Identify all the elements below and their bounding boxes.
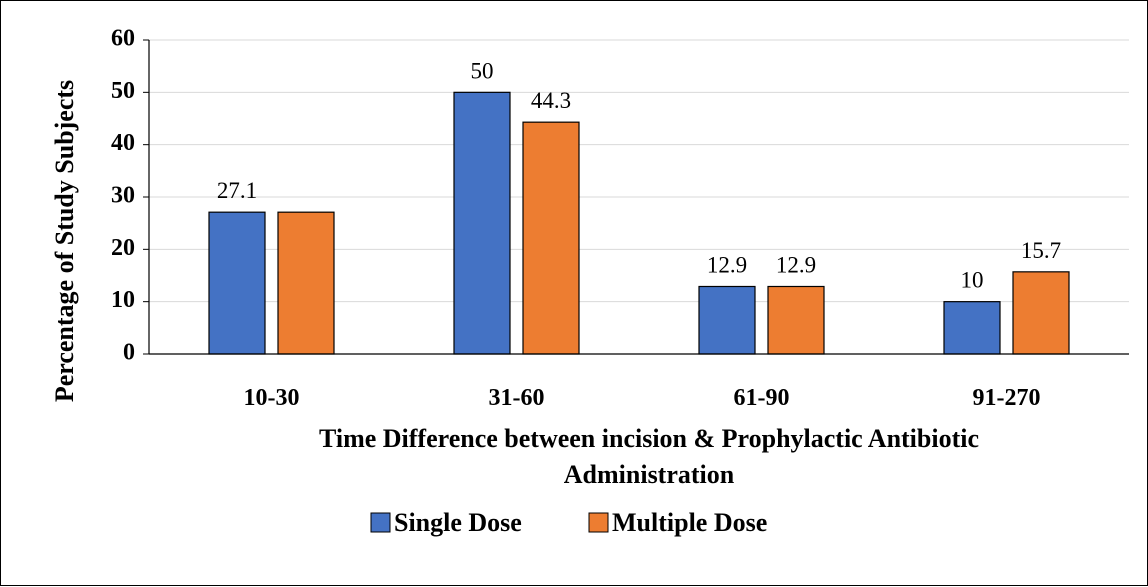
data-label-single-dose: 10 — [961, 268, 984, 293]
data-labels: 27.1 50 44.3 12.9 12.9 10 15.7 — [217, 58, 1061, 292]
y-axis-title: Percentage of Study Subjects — [50, 80, 79, 402]
y-tick-label: 40 — [111, 130, 135, 156]
data-label-single-dose: 12.9 — [707, 252, 747, 277]
bar-multiple-dose — [767, 285, 825, 355]
y-tick-label: 0 — [123, 340, 135, 366]
data-label-single-dose: 27.1 — [217, 178, 257, 203]
x-tick-label: 61-90 — [734, 385, 790, 411]
x-tick-label: 10-30 — [244, 385, 300, 411]
x-tick-label: 91-270 — [973, 385, 1041, 411]
x-tick-label: 31-60 — [489, 385, 545, 411]
legend-swatch-single-dose — [370, 512, 391, 533]
x-axis-title-line-1: Time Difference between incision & Proph… — [319, 424, 979, 453]
bar-single-dose — [943, 301, 1001, 355]
bar-multiple-dose — [522, 121, 580, 355]
legend-label-single-dose: Single Dose — [394, 508, 522, 537]
y-tick-label: 10 — [111, 287, 135, 313]
bar-single-dose — [208, 211, 266, 355]
y-tick-label: 60 — [111, 26, 135, 52]
axes — [148, 40, 1129, 355]
bars — [208, 91, 1070, 355]
data-label-multiple-dose: 15.7 — [1021, 238, 1061, 263]
bar-multiple-dose — [277, 211, 335, 355]
bar-single-dose — [698, 285, 756, 355]
x-axis-title-line-2: Administration — [564, 460, 735, 489]
y-tick-labels: 0 10 20 30 40 50 60 — [111, 26, 135, 366]
data-label-multiple-dose: 12.9 — [776, 252, 816, 277]
legend-swatch-multiple-dose — [588, 512, 609, 533]
bar-single-dose — [453, 91, 511, 355]
y-tick-label: 50 — [111, 78, 135, 104]
data-label-single-dose: 50 — [471, 58, 494, 83]
x-tick-labels: 10-30 31-60 61-90 91-270 — [244, 385, 1041, 411]
legend-label-multiple-dose: Multiple Dose — [612, 508, 767, 537]
data-label-multiple-dose: 44.3 — [531, 88, 571, 113]
y-tick-label: 30 — [111, 183, 135, 209]
bar-multiple-dose — [1012, 271, 1070, 355]
legend: Single Dose Multiple Dose — [370, 508, 767, 537]
y-tick-label: 20 — [111, 235, 135, 261]
